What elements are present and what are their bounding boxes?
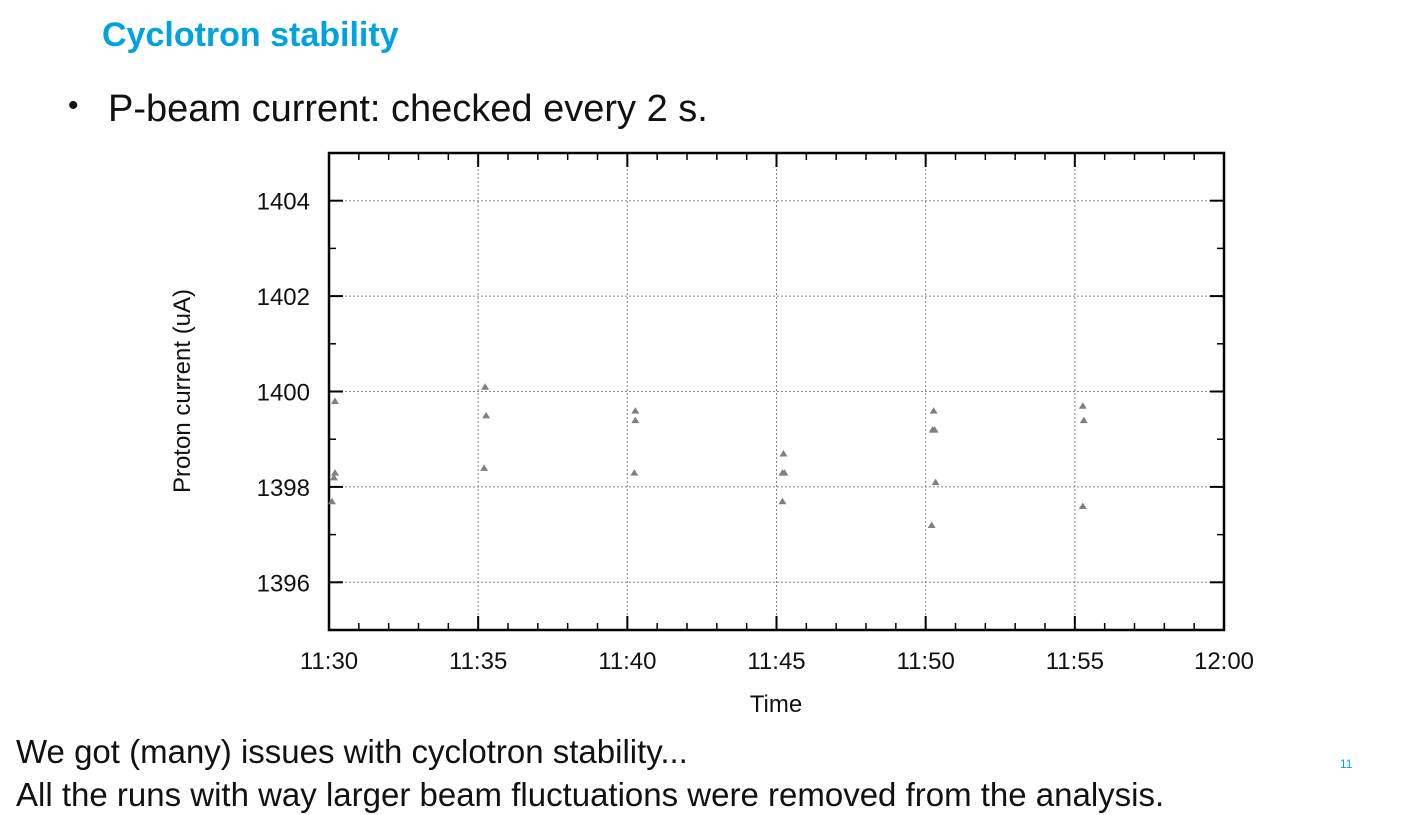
x-tick-label: 11:30 bbox=[300, 648, 358, 675]
tick-labels: 11:30 11:35 11:40 11:45 11:50 11:55 12:00 1396 1… bbox=[257, 189, 1254, 675]
footer-note-1: We got (many) issues with cyclotron stab… bbox=[16, 733, 688, 770]
footer-note-2: All the runs with way larger beam fluctu… bbox=[16, 776, 1165, 813]
data-point bbox=[481, 383, 490, 390]
data-point bbox=[330, 397, 339, 405]
data-point bbox=[779, 450, 788, 457]
y-tick-label: 1400 bbox=[257, 380, 310, 407]
x-tick-label: 11:45 bbox=[747, 648, 805, 675]
data-point bbox=[1078, 502, 1087, 509]
data-point bbox=[330, 469, 339, 476]
data-point bbox=[929, 407, 938, 414]
data-points bbox=[327, 383, 1088, 529]
x-tick-label: 11:50 bbox=[897, 648, 955, 675]
slide-title: Cyclotron stability bbox=[102, 16, 399, 54]
data-point bbox=[778, 497, 787, 505]
x-tick-label: 11:35 bbox=[449, 648, 507, 675]
page-number: 11 bbox=[1340, 757, 1353, 771]
data-point bbox=[1079, 416, 1088, 424]
data-point bbox=[482, 411, 491, 419]
y-tick-label: 1404 bbox=[257, 189, 310, 216]
data-point bbox=[930, 426, 939, 433]
data-point bbox=[631, 407, 640, 414]
data-point bbox=[480, 464, 489, 471]
data-point bbox=[631, 416, 640, 424]
bullet-item: • P-beam current: checked every 2 s. bbox=[68, 88, 708, 131]
grid-lines bbox=[329, 153, 1224, 630]
y-tick-label: 1398 bbox=[257, 475, 310, 502]
data-point bbox=[630, 469, 639, 476]
x-tick-label: 11:55 bbox=[1046, 648, 1104, 675]
x-axis-title: Time bbox=[750, 691, 802, 718]
data-point bbox=[327, 497, 336, 505]
bullet-text: P-beam current: checked every 2 s. bbox=[108, 88, 708, 130]
bullet-dot-icon: • bbox=[68, 89, 79, 122]
y-axis-title: Proton current (uA) bbox=[169, 289, 196, 493]
plot-frame bbox=[327, 151, 1226, 632]
data-point bbox=[927, 521, 936, 529]
data-point bbox=[1078, 402, 1087, 409]
y-tick-label: 1396 bbox=[257, 570, 310, 597]
data-point bbox=[931, 478, 940, 486]
x-tick-label: 11:40 bbox=[598, 648, 656, 675]
data-point bbox=[329, 473, 338, 481]
y-tick-label: 1402 bbox=[257, 284, 310, 311]
x-tick-label: 12:00 bbox=[1194, 648, 1254, 675]
data-point bbox=[780, 469, 789, 476]
